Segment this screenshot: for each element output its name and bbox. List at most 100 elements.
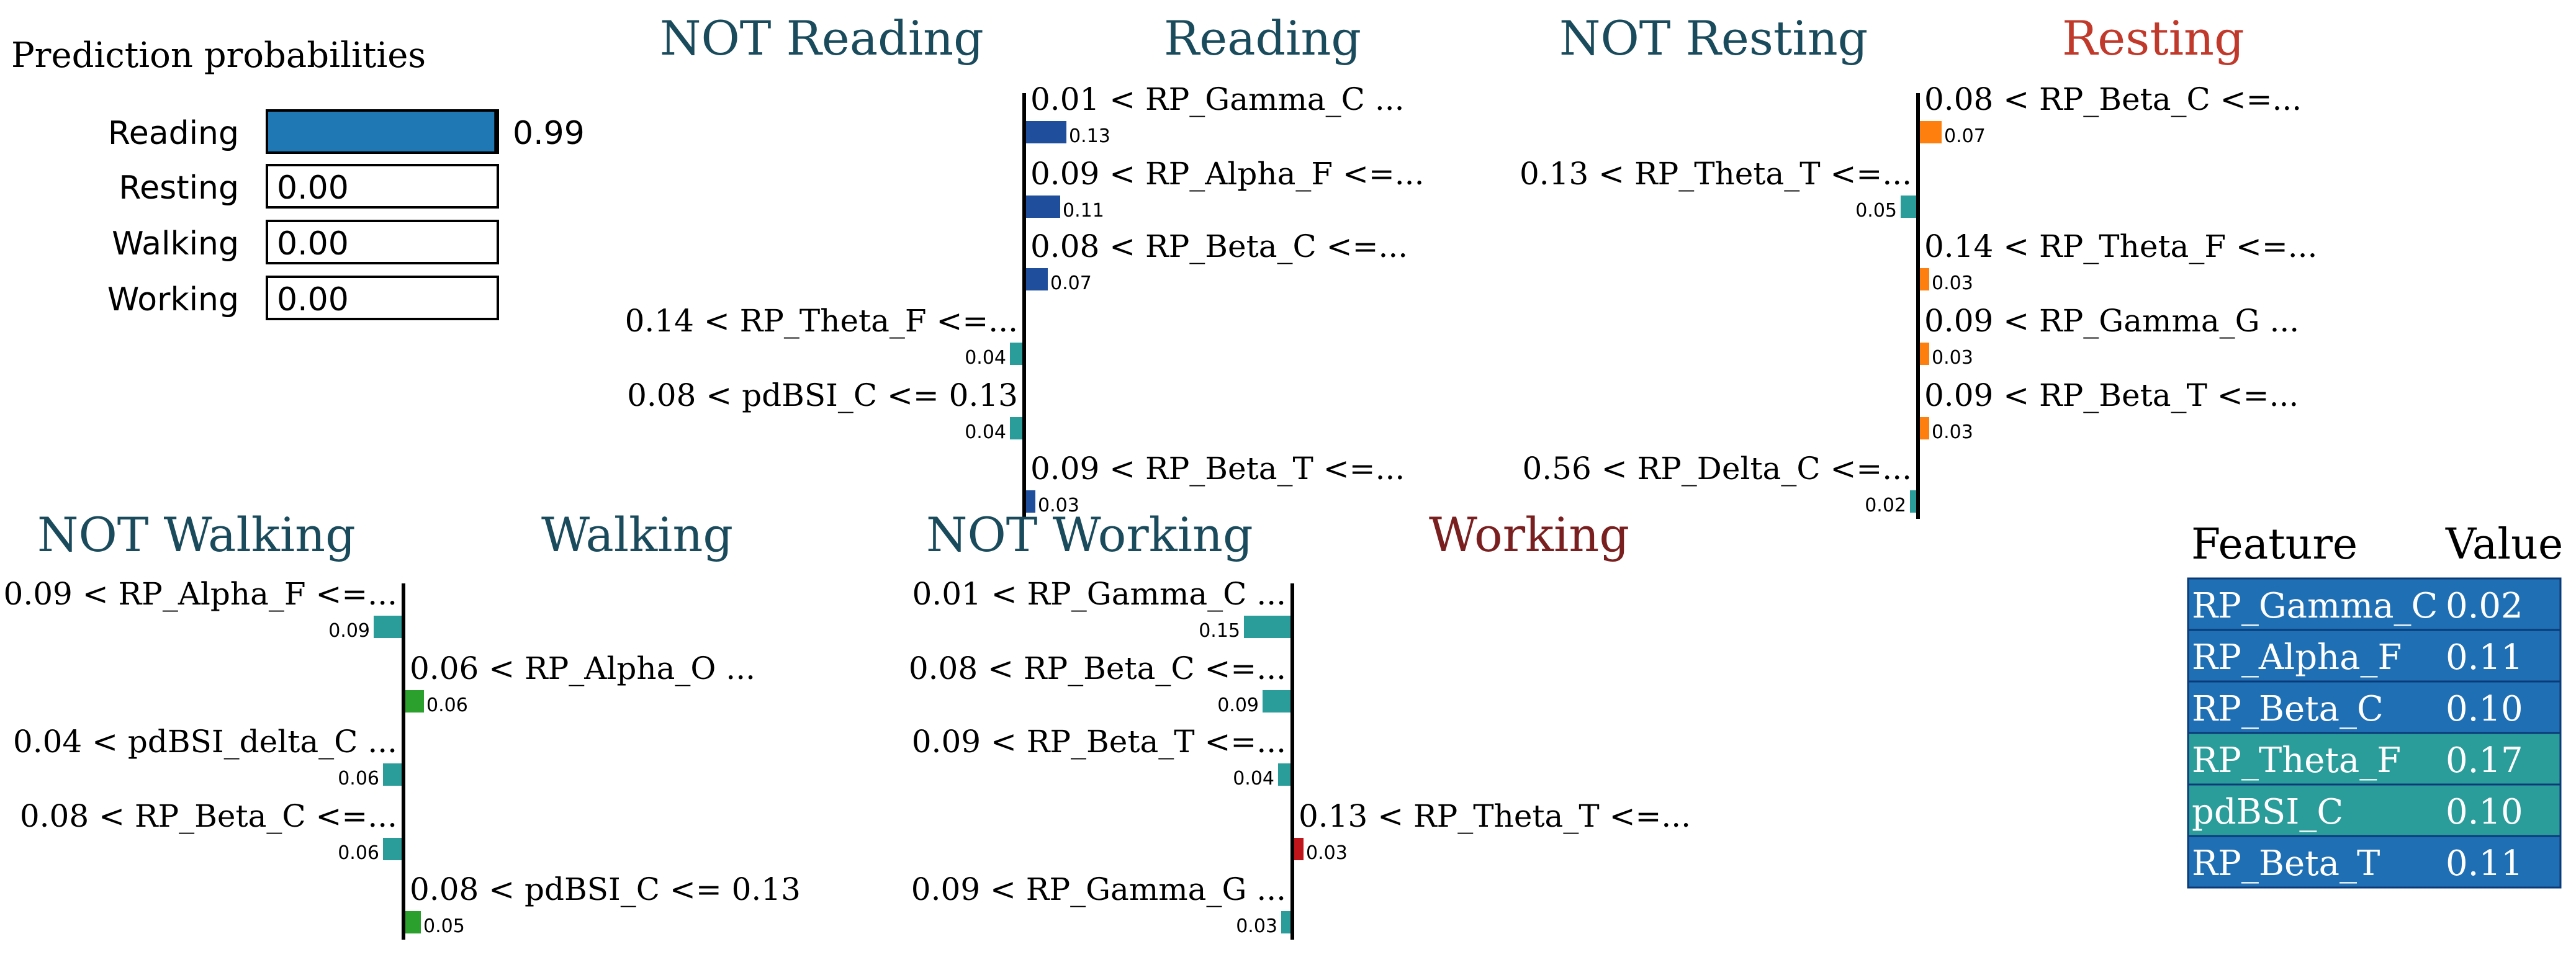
feature-weight-label: 0.06 <box>338 768 379 789</box>
feature-weight-label: 0.07 <box>1050 272 1092 294</box>
feature-weight-bar <box>405 690 424 713</box>
table-value-cell: 0.11 <box>2446 843 2523 884</box>
feature-weight-label: 0.03 <box>1236 915 1277 937</box>
probability-category-label: Working <box>107 281 239 318</box>
feature-weight-bar <box>1026 121 1066 143</box>
feature-weight-bar <box>1010 343 1022 365</box>
feature-weight-bar <box>1920 121 1942 143</box>
feature-weight-label: 0.13 <box>1069 125 1110 147</box>
feature-condition-label: 0.06 < RP_Alpha_O ... <box>410 650 755 686</box>
feature-weight-bar <box>1920 417 1929 439</box>
feature-condition-label: 0.14 < RP_Theta_F <=... <box>1924 228 2317 264</box>
feature-condition-label: 0.09 < RP_Beta_T <=... <box>1924 377 2299 413</box>
positive-class-label: Resting <box>2062 11 2245 66</box>
feature-weight-label: 0.05 <box>1855 200 1897 222</box>
table-row-background <box>2187 629 2562 683</box>
table-feature-cell: RP_Gamma_C <box>2192 586 2438 626</box>
feature-weight-bar <box>383 763 402 786</box>
probability-value-label: 0.00 <box>277 225 349 263</box>
probabilities-title: Prediction probabilities <box>11 35 426 76</box>
probability-bar-frame <box>266 276 499 320</box>
feature-weight-bar <box>1263 690 1290 713</box>
feature-condition-label: 0.08 < RP_Beta_C <=... <box>909 650 1286 686</box>
feature-weight-label: 0.05 <box>423 915 465 937</box>
feature-weight-label: 0.03 <box>1932 421 1973 443</box>
feature-condition-label: 0.09 < RP_Gamma_G ... <box>911 871 1286 907</box>
feature-weight-label: 0.06 <box>426 695 468 716</box>
table-header-feature: Feature <box>2191 520 2358 569</box>
feature-weight-bar <box>1244 616 1290 638</box>
probability-bar-frame <box>266 220 499 264</box>
feature-weight-bar <box>1026 490 1035 513</box>
feature-weight-label: 0.07 <box>1944 125 1986 147</box>
probability-category-label: Walking <box>112 225 239 263</box>
feature-condition-label: 0.08 < pdBSI_C <= 0.13 <box>627 377 1018 413</box>
feature-weight-bar <box>1026 268 1048 290</box>
feature-condition-label: 0.09 < RP_Gamma_G ... <box>1924 303 2299 339</box>
feature-weight-bar <box>1026 196 1060 218</box>
feature-weight-label: 0.03 <box>1932 272 1973 294</box>
feature-weight-bar <box>1901 196 1916 218</box>
probability-category-label: Reading <box>108 115 239 152</box>
table-feature-cell: RP_Alpha_F <box>2192 637 2402 678</box>
feature-weight-bar <box>1294 838 1304 860</box>
feature-condition-label: 0.13 < RP_Theta_T <=... <box>1520 156 1912 192</box>
feature-weight-bar <box>374 616 402 638</box>
feature-weight-label: 0.04 <box>965 347 1006 369</box>
table-row-background <box>2187 783 2562 837</box>
feature-weight-label: 0.09 <box>328 620 370 642</box>
table-feature-cell: RP_Beta_C <box>2192 689 2384 729</box>
positive-class-label: Walking <box>541 507 733 562</box>
feature-condition-label: 0.56 < RP_Delta_C <=... <box>1523 451 1912 487</box>
feature-weight-bar <box>1910 490 1916 513</box>
feature-weight-label: 0.03 <box>1038 495 1079 516</box>
feature-weight-bar <box>405 911 421 933</box>
feature-weight-bar <box>383 838 402 860</box>
feature-weight-label: 0.02 <box>1865 495 1906 516</box>
table-header-value: Value <box>2445 520 2563 569</box>
feature-weight-bar <box>1010 417 1022 439</box>
feature-condition-label: 0.09 < RP_Alpha_F <=... <box>4 576 397 612</box>
negative-class-label: NOT Walking <box>37 507 356 562</box>
probability-value-label: 0.99 <box>513 115 585 152</box>
table-value-cell: 0.11 <box>2446 637 2523 678</box>
negative-class-label: NOT Working <box>926 507 1253 562</box>
table-value-cell: 0.10 <box>2446 689 2523 729</box>
feature-condition-label: 0.08 < pdBSI_C <= 0.13 <box>410 871 801 907</box>
table-feature-cell: RP_Beta_T <box>2192 843 2380 884</box>
table-row-background <box>2187 732 2562 786</box>
feature-weight-label: 0.04 <box>965 421 1006 443</box>
table-feature-cell: pdBSI_C <box>2192 792 2343 832</box>
feature-weight-label: 0.09 <box>1217 695 1259 716</box>
feature-weight-label: 0.06 <box>338 842 379 864</box>
feature-weight-label: 0.04 <box>1233 768 1274 789</box>
negative-class-label: NOT Resting <box>1559 11 1868 66</box>
feature-condition-label: 0.08 < RP_Beta_C <=... <box>1030 228 1408 264</box>
probability-bar <box>266 109 497 154</box>
feature-condition-label: 0.08 < RP_Beta_C <=... <box>1924 81 2302 117</box>
positive-class-label: Working <box>1429 507 1629 562</box>
positive-class-label: Reading <box>1164 11 1361 66</box>
probability-value-label: 0.00 <box>277 281 349 318</box>
feature-condition-label: 0.09 < RP_Beta_T <=... <box>1030 451 1405 487</box>
negative-class-label: NOT Reading <box>660 11 984 66</box>
feature-weight-bar <box>1278 763 1290 786</box>
feature-condition-label: 0.09 < RP_Alpha_F <=... <box>1030 156 1424 192</box>
feature-weight-bar <box>1920 343 1929 365</box>
table-value-cell: 0.10 <box>2446 792 2523 832</box>
feature-condition-label: 0.01 < RP_Gamma_C ... <box>1030 81 1405 117</box>
feature-condition-label: 0.09 < RP_Beta_T <=... <box>912 724 1286 760</box>
feature-weight-bar <box>1281 911 1290 933</box>
probability-value-label: 0.00 <box>277 169 349 207</box>
feature-weight-label: 0.03 <box>1932 347 1973 369</box>
feature-weight-label: 0.11 <box>1063 200 1104 222</box>
feature-condition-label: 0.04 < pdBSI_delta_C ... <box>13 724 397 760</box>
probability-bar-frame <box>266 164 499 209</box>
feature-condition-label: 0.13 < RP_Theta_T <=... <box>1299 798 1691 834</box>
table-value-cell: 0.17 <box>2446 740 2523 781</box>
table-value-cell: 0.02 <box>2446 586 2523 626</box>
feature-weight-bar <box>1920 268 1929 290</box>
feature-condition-label: 0.14 < RP_Theta_F <=... <box>625 303 1018 339</box>
table-feature-cell: RP_Theta_F <box>2192 740 2401 781</box>
